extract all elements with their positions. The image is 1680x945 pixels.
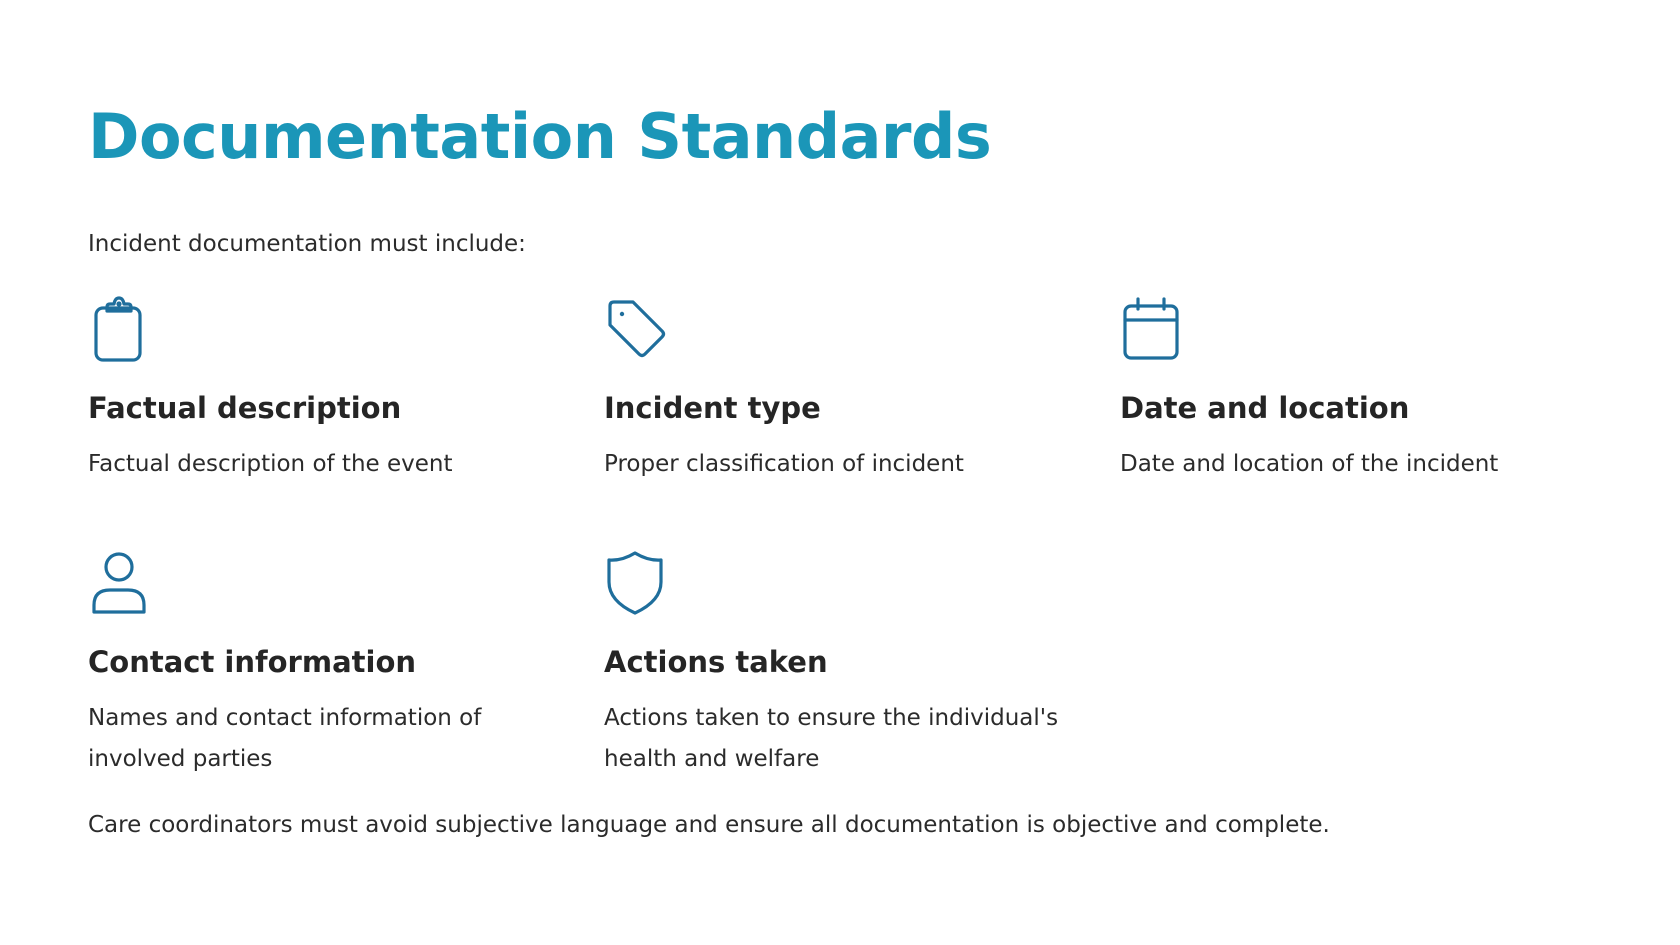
clipboard-icon — [88, 296, 150, 362]
user-icon — [88, 550, 150, 616]
item-description: Date and location of the incident — [1120, 450, 1499, 477]
item-description: Factual description of the event — [88, 450, 453, 477]
item-date-and-location: Date and location Date and location of t… — [1120, 296, 1610, 485]
item-description: Proper classification of incident — [604, 450, 964, 477]
item-description: Names and contact information of involve… — [88, 704, 482, 772]
item-heading: Incident type — [604, 391, 821, 425]
shield-icon — [604, 550, 666, 616]
item-description: Actions taken to ensure the individual's… — [604, 704, 1059, 772]
item-factual-description: Factual description Factual description … — [88, 296, 578, 485]
item-contact-information: Contact information Names and contact in… — [88, 550, 578, 780]
item-heading: Contact information — [88, 645, 417, 679]
item-heading: Date and location — [1120, 391, 1410, 425]
page-title: Documentation Standards — [88, 100, 992, 173]
tag-icon — [604, 296, 666, 362]
item-heading: Actions taken — [604, 645, 828, 679]
item-heading: Factual description — [88, 391, 402, 425]
intro-text: Incident documentation must include: — [88, 231, 526, 257]
calendar-icon — [1120, 296, 1182, 362]
item-incident-type: Incident type Proper classification of i… — [604, 296, 1094, 485]
footer-note: Care coordinators must avoid subjective … — [88, 812, 1330, 838]
item-actions-taken: Actions taken Actions taken to ensure th… — [604, 550, 1094, 780]
